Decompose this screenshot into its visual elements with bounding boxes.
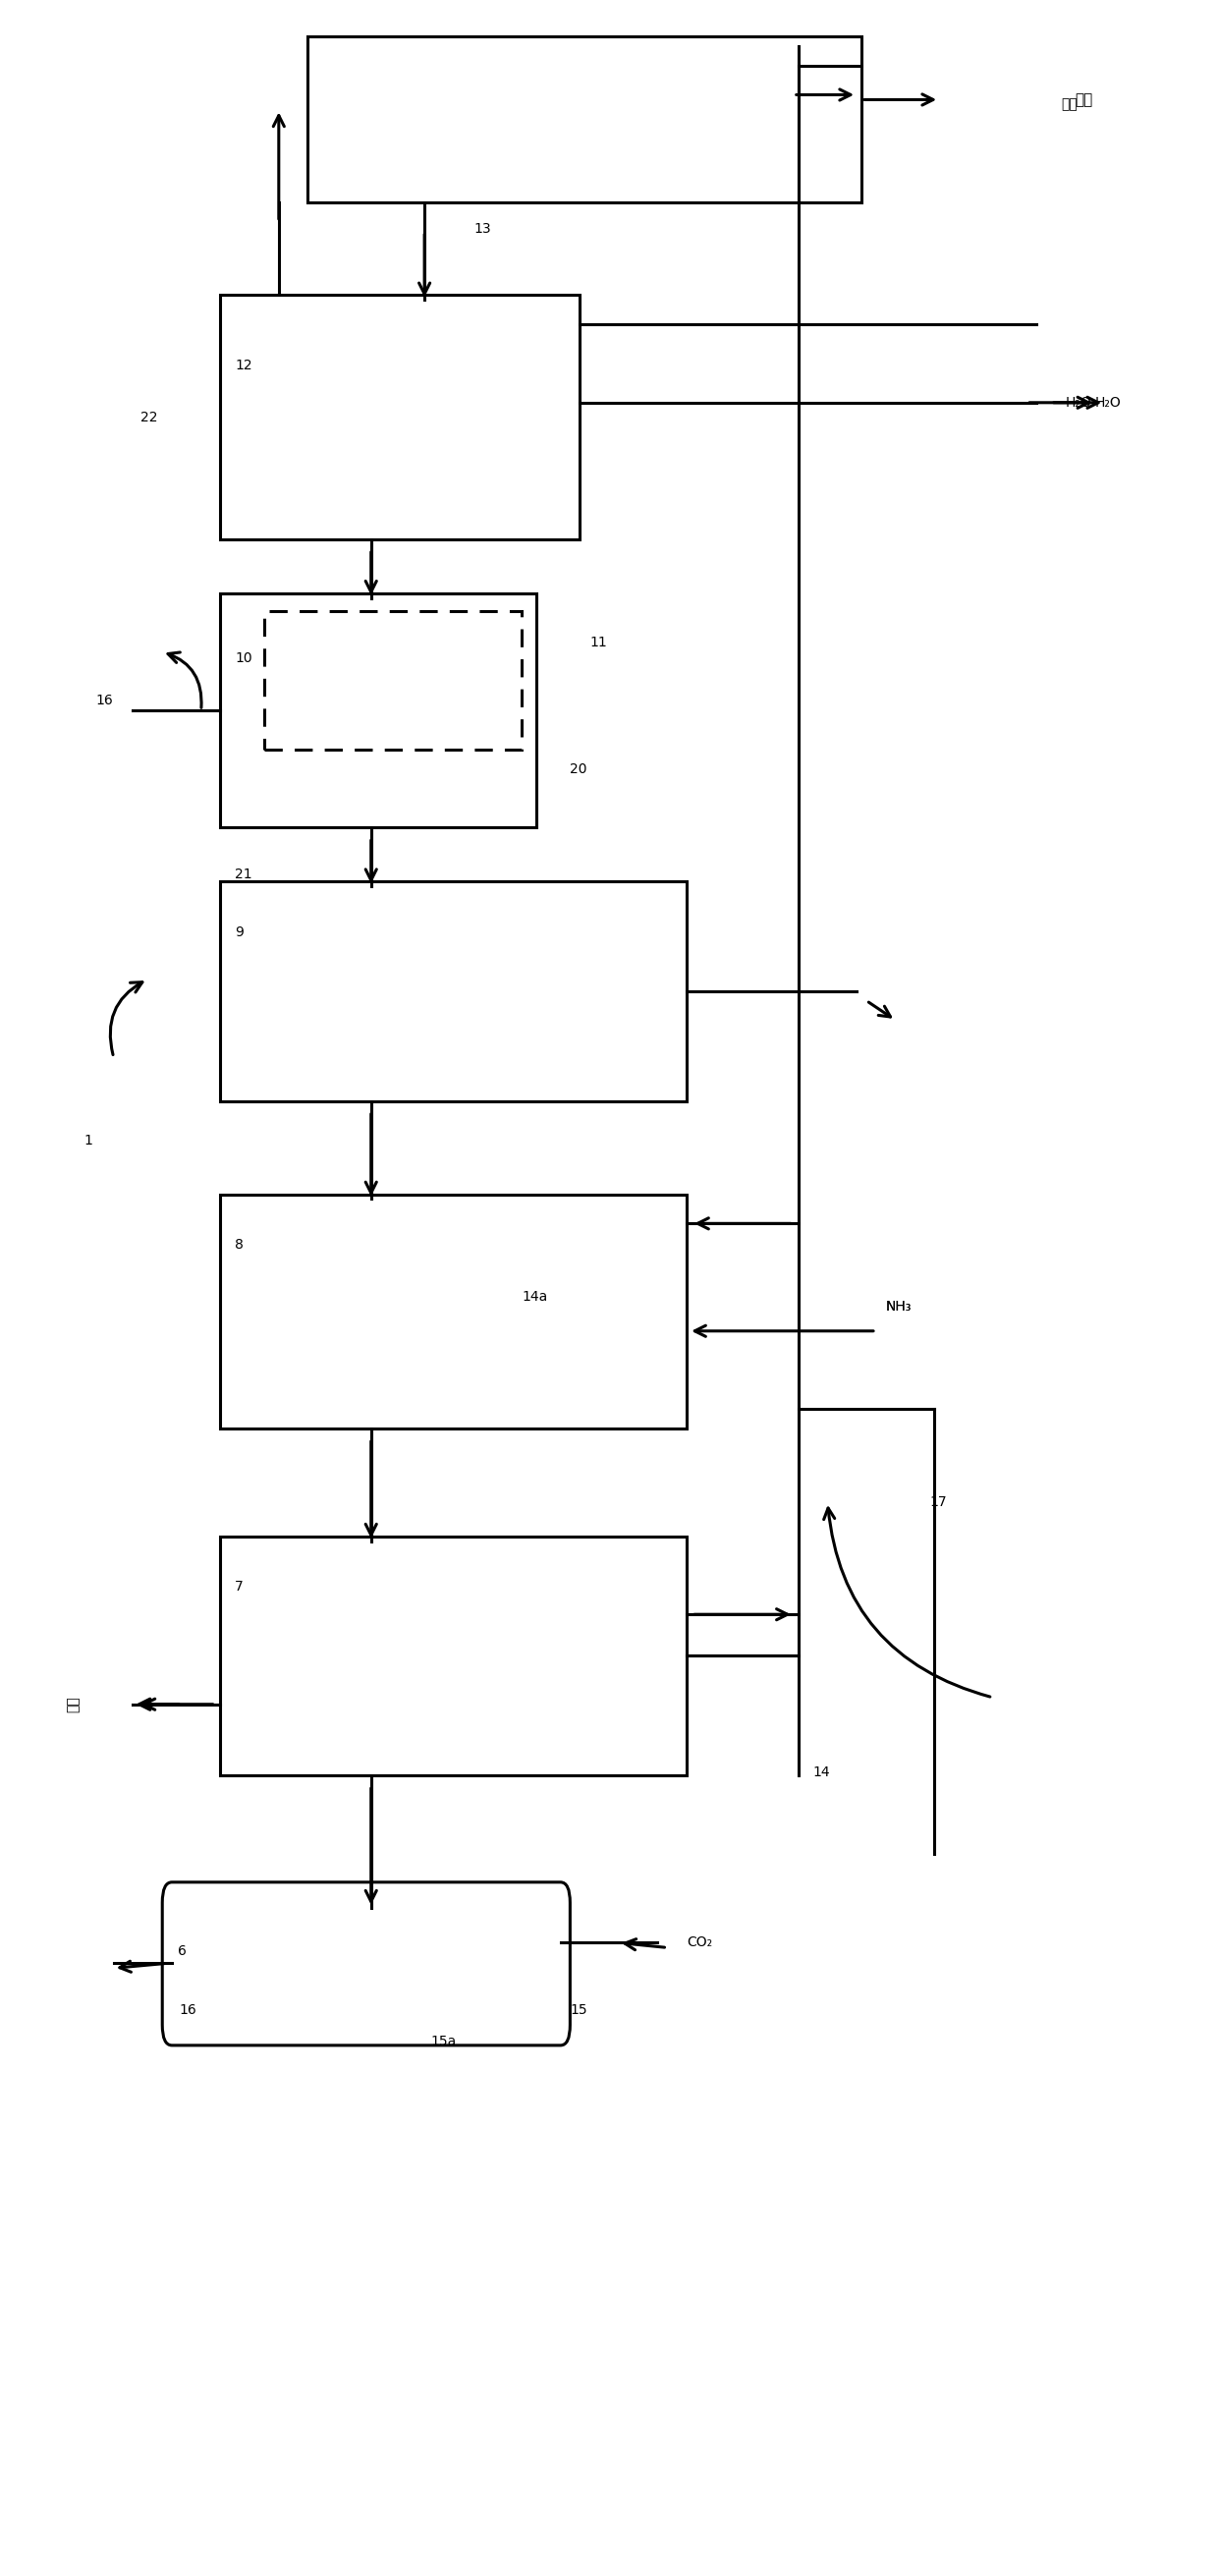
- Bar: [220, 881, 687, 1103]
- Text: 1: 1: [84, 1133, 93, 1146]
- Text: 22: 22: [140, 410, 157, 425]
- Text: 8: 8: [235, 1239, 244, 1252]
- Bar: [220, 1535, 687, 1775]
- Text: NH₃: NH₃: [885, 1301, 912, 1314]
- Bar: [220, 296, 580, 538]
- Text: CO₂: CO₂: [687, 1937, 713, 1950]
- Text: 10: 10: [235, 652, 252, 665]
- Text: 尿素: 尿素: [1075, 93, 1093, 108]
- Bar: [220, 1195, 687, 1430]
- Text: 15: 15: [570, 2004, 587, 2017]
- Text: 16: 16: [179, 2004, 196, 2017]
- Text: H₂O: H₂O: [1095, 397, 1121, 410]
- Text: 尿素: 尿素: [1061, 98, 1077, 111]
- Text: 15a: 15a: [431, 2035, 457, 2048]
- Text: 21: 21: [235, 868, 252, 881]
- Bar: [264, 611, 521, 750]
- Text: 6: 6: [178, 1945, 186, 1958]
- Bar: [220, 592, 536, 827]
- Text: 蒸汽: 蒸汽: [66, 1695, 79, 1713]
- Bar: [308, 36, 861, 204]
- Text: NH₃: NH₃: [885, 1301, 912, 1314]
- Text: 14: 14: [812, 1767, 831, 1780]
- Text: H₂O: H₂O: [1066, 397, 1091, 410]
- Text: 12: 12: [235, 358, 252, 374]
- Text: 7: 7: [235, 1579, 244, 1595]
- Text: 11: 11: [590, 636, 607, 649]
- Text: 16: 16: [95, 693, 112, 708]
- FancyBboxPatch shape: [162, 1883, 570, 2045]
- Text: 17: 17: [929, 1494, 946, 1510]
- Text: 14a: 14a: [521, 1291, 547, 1303]
- Text: 13: 13: [474, 222, 491, 234]
- Text: 9: 9: [235, 925, 244, 940]
- Text: 20: 20: [570, 762, 587, 775]
